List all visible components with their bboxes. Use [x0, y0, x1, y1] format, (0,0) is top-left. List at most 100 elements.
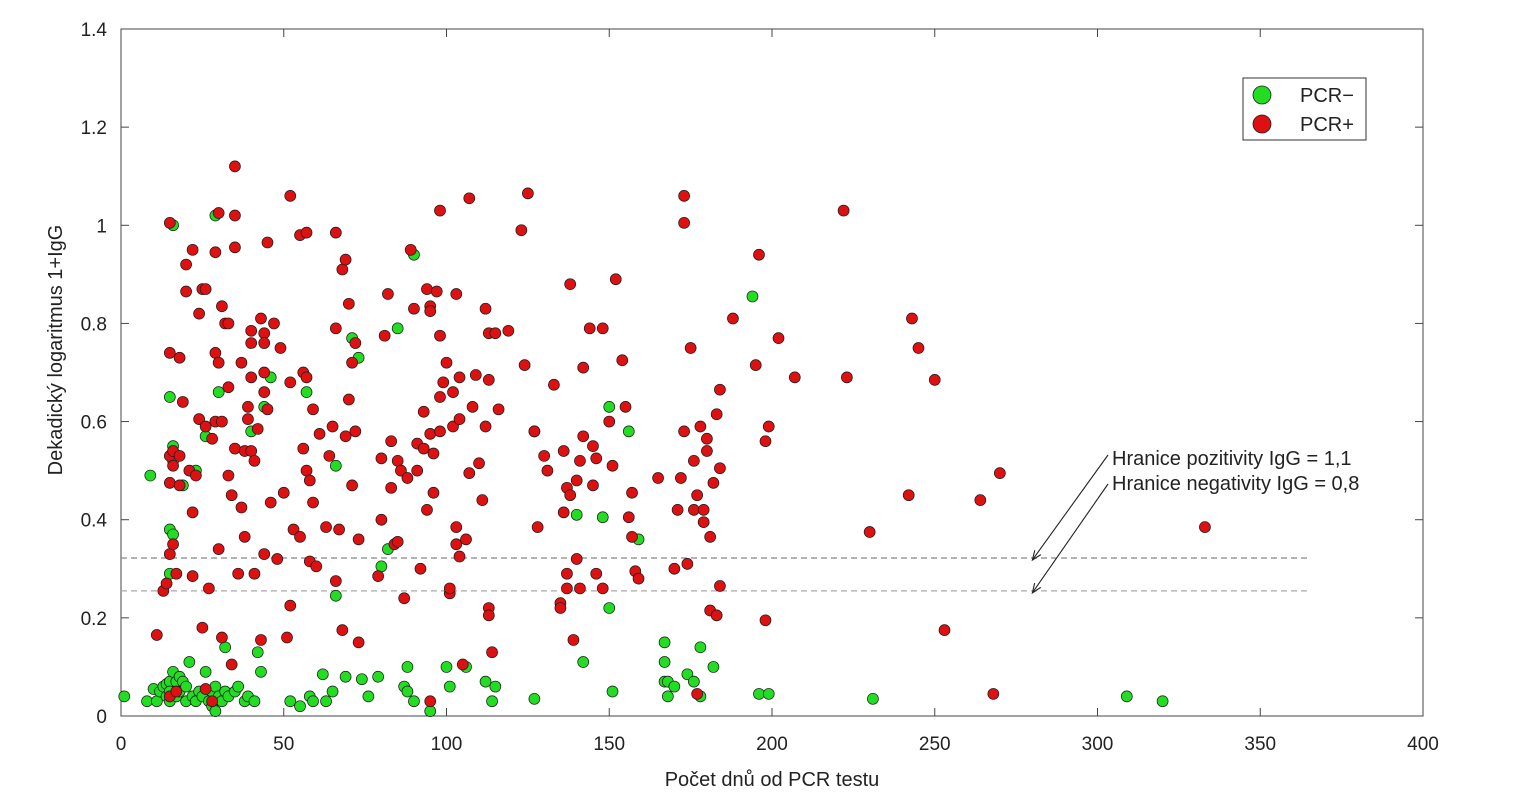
point-pcr-positive — [385, 481, 398, 494]
point-pcr-positive — [284, 376, 297, 389]
x-axis-label: Počet dnů od PCR testu — [665, 769, 880, 791]
point-pcr-positive — [460, 533, 472, 546]
point-pcr-positive — [414, 562, 427, 575]
point-pcr-positive — [238, 531, 251, 543]
point-pcr-negative — [284, 695, 297, 708]
point-pcr-positive — [1199, 521, 1211, 533]
point-pcr-positive — [443, 582, 456, 595]
point-pcr-positive — [587, 440, 599, 452]
point-pcr-positive — [346, 356, 358, 369]
point-pcr-positive — [437, 376, 450, 389]
point-pcr-positive — [186, 243, 199, 256]
point-pcr-positive — [587, 479, 599, 492]
point-pcr-positive — [258, 327, 271, 340]
point-pcr-positive — [163, 216, 176, 229]
point-pcr-positive — [284, 599, 297, 612]
point-pcr-positive — [759, 614, 772, 627]
series-pcr-positive — [150, 160, 1211, 708]
legend-marker-pcr-negative — [1252, 85, 1272, 105]
point-pcr-positive — [163, 347, 176, 359]
point-pcr-positive — [603, 415, 616, 428]
y-axis: 0 0.2 0.4 0.6 0.8 1 1.2 1.4 — [81, 20, 1423, 728]
point-pcr-negative — [339, 670, 352, 683]
point-pcr-positive — [225, 658, 238, 671]
point-pcr-positive — [163, 548, 176, 560]
point-pcr-positive — [248, 454, 261, 467]
point-pcr-positive — [463, 192, 476, 205]
point-pcr-negative — [489, 680, 502, 693]
point-pcr-positive — [271, 553, 284, 565]
point-pcr-positive — [395, 464, 407, 477]
point-pcr-positive — [303, 474, 316, 487]
point-pcr-positive — [564, 489, 577, 502]
point-pcr-negative — [329, 459, 342, 472]
point-pcr-positive — [352, 533, 365, 546]
point-pcr-positive — [336, 624, 349, 636]
point-pcr-negative — [375, 560, 388, 573]
x-tick-label: 200 — [756, 734, 788, 755]
point-pcr-positive — [434, 204, 446, 217]
point-pcr-positive — [287, 523, 300, 536]
y-tick-label: 0 — [96, 707, 107, 728]
x-axis: 0 50 100 150 200 250 300 350 400 — [116, 29, 1439, 755]
point-pcr-positive — [408, 302, 420, 315]
point-pcr-positive — [453, 371, 466, 384]
point-pcr-positive — [564, 278, 577, 291]
point-pcr-positive — [229, 241, 241, 254]
point-pcr-positive — [570, 553, 583, 565]
point-pcr-positive — [333, 523, 345, 536]
x-tick-label: 400 — [1407, 734, 1439, 755]
point-pcr-positive — [294, 531, 306, 543]
point-pcr-positive — [479, 420, 492, 433]
point-pcr-positive — [489, 327, 502, 340]
point-pcr-positive — [216, 300, 228, 313]
point-pcr-positive — [596, 582, 609, 595]
y-tick-label: 0.2 — [81, 609, 107, 630]
point-pcr-positive — [456, 658, 469, 671]
point-pcr-positive — [349, 337, 362, 349]
point-pcr-positive — [212, 207, 225, 219]
point-pcr-positive — [222, 469, 235, 482]
point-pcr-positive — [378, 329, 391, 342]
point-pcr-positive — [320, 521, 332, 533]
point-pcr-negative — [209, 705, 222, 717]
annotation-arrows — [1031, 454, 1109, 595]
point-pcr-negative — [326, 685, 339, 698]
point-pcr-positive — [440, 356, 453, 369]
point-pcr-negative — [232, 680, 245, 693]
y-axis-label: Dekadický logaritmus 1+IgG — [45, 225, 67, 476]
point-pcr-positive — [242, 413, 254, 425]
point-pcr-positive — [561, 582, 573, 595]
point-pcr-positive — [375, 513, 388, 526]
point-pcr-positive — [417, 405, 430, 418]
point-pcr-positive — [541, 464, 554, 477]
point-pcr-negative — [209, 680, 222, 693]
point-pcr-positive — [590, 567, 603, 580]
point-pcr-positive — [701, 432, 713, 445]
point-pcr-negative — [668, 680, 681, 693]
point-pcr-positive — [681, 558, 694, 570]
point-pcr-negative — [753, 688, 765, 700]
point-pcr-negative — [762, 688, 775, 700]
point-pcr-positive — [596, 322, 609, 335]
point-pcr-negative — [180, 680, 192, 693]
point-pcr-positive — [199, 283, 212, 295]
point-pcr-positive — [180, 258, 192, 271]
point-pcr-positive — [404, 243, 417, 256]
point-pcr-positive — [199, 420, 212, 433]
point-pcr-positive — [710, 609, 723, 622]
point-pcr-negative — [401, 685, 414, 698]
point-pcr-positive — [479, 302, 492, 315]
point-pcr-positive — [216, 415, 228, 428]
point-pcr-positive — [203, 582, 215, 595]
point-pcr-positive — [281, 631, 293, 644]
point-pcr-negative — [746, 290, 759, 303]
point-pcr-positive — [398, 592, 411, 605]
point-pcr-positive — [173, 479, 186, 492]
point-pcr-positive — [632, 572, 645, 585]
x-tick-label: 100 — [431, 734, 463, 755]
point-pcr-positive — [678, 216, 690, 229]
point-pcr-positive — [450, 538, 463, 551]
point-pcr-positive — [473, 457, 485, 470]
point-pcr-positive — [170, 685, 183, 698]
